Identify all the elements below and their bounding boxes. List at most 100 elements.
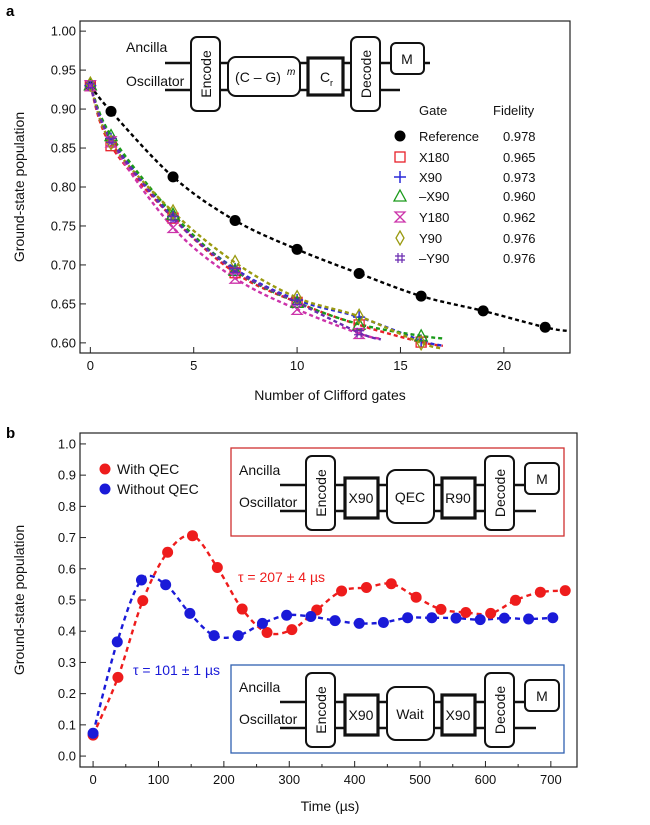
y-tick-label: 0.1 bbox=[58, 717, 76, 732]
legend-marker-4 bbox=[393, 211, 407, 223]
data-point-1 bbox=[377, 616, 389, 628]
legend-gate-name: Reference bbox=[419, 129, 479, 144]
data-point-4 bbox=[166, 221, 180, 234]
y-tick-label: 0.65 bbox=[51, 296, 76, 311]
data-point-0 bbox=[460, 606, 472, 618]
data-point-0 bbox=[236, 603, 248, 615]
y-tick-label: 0.8 bbox=[58, 499, 76, 514]
data-point-1 bbox=[498, 612, 510, 624]
encode-label: Encode bbox=[313, 686, 329, 734]
data-point-0 bbox=[485, 607, 497, 619]
panel-a-ylabel: Ground-state population bbox=[11, 112, 27, 262]
legend-marker-with-qec bbox=[99, 463, 111, 475]
middle-box bbox=[386, 469, 435, 524]
data-point-6 bbox=[168, 213, 179, 224]
data-point-6 bbox=[354, 327, 365, 338]
decode-label: Decode bbox=[492, 469, 508, 517]
x-tick-label: 500 bbox=[409, 772, 431, 787]
data-point-1 bbox=[256, 617, 268, 629]
data-point-0 bbox=[186, 530, 198, 542]
x-tick-label: 700 bbox=[540, 772, 562, 787]
fit-curve-1 bbox=[89, 85, 444, 348]
legend-gate-name: Y180 bbox=[419, 210, 449, 225]
fit-curve-2 bbox=[89, 85, 444, 347]
gate2-box bbox=[440, 693, 477, 737]
legend-marker-without-qec bbox=[99, 483, 111, 495]
fit-curve-4 bbox=[89, 85, 382, 341]
data-point-5 bbox=[416, 334, 426, 352]
data-point-0 bbox=[385, 578, 397, 590]
legend-gate-name: X180 bbox=[419, 150, 449, 165]
cr-box bbox=[306, 56, 345, 97]
y-tick-label: 0.75 bbox=[51, 218, 76, 233]
x-tick-label: 5 bbox=[190, 358, 197, 373]
legend-marker-5 bbox=[395, 229, 405, 247]
data-point-1 bbox=[474, 614, 486, 626]
y-tick-label: 0.4 bbox=[58, 624, 76, 639]
y-tick-label: 0.2 bbox=[58, 686, 76, 701]
measure-label: M bbox=[401, 51, 413, 67]
data-point-1 bbox=[353, 617, 365, 629]
panel-a-xlabel: Number of Clifford gates bbox=[254, 387, 405, 403]
data-point-1 bbox=[135, 574, 147, 586]
legend-fidelity: 0.965 bbox=[503, 150, 536, 165]
middle-label: Wait bbox=[396, 706, 424, 722]
legend-fidelity: 0.976 bbox=[503, 231, 536, 246]
data-point-6 bbox=[85, 80, 96, 91]
legend-gate-name: X90 bbox=[419, 170, 442, 185]
data-point-3 bbox=[227, 263, 243, 277]
fit-curve-5 bbox=[89, 83, 444, 350]
data-point-5 bbox=[106, 134, 116, 151]
y-tick-label: 0.60 bbox=[51, 335, 76, 350]
x-tick-label: 400 bbox=[344, 772, 366, 787]
y-tick-label: 0.9 bbox=[58, 468, 76, 483]
measure-box bbox=[524, 462, 560, 495]
x-tick-label: 20 bbox=[497, 358, 511, 373]
data-point-6 bbox=[230, 265, 241, 276]
y-tick-label: 0.95 bbox=[51, 63, 76, 78]
data-point-0 bbox=[360, 582, 372, 594]
data-point-1 bbox=[402, 612, 414, 624]
data-point-0 bbox=[539, 321, 551, 333]
gate1-label: X90 bbox=[349, 707, 374, 723]
legend-without-qec: Without QEC bbox=[117, 481, 199, 497]
y-tick-label: 0.80 bbox=[51, 180, 76, 195]
y-tick-label: 0.85 bbox=[51, 141, 76, 156]
data-point-5 bbox=[85, 75, 96, 93]
fit-curve-6 bbox=[89, 85, 382, 341]
data-point-1 bbox=[184, 607, 196, 619]
decode-box bbox=[350, 36, 381, 112]
data-point-1 bbox=[111, 636, 123, 648]
data-point-5 bbox=[168, 203, 178, 221]
panel-a-plot: 0 5 10 15 20 0.60 0.65 0.70 0.75 0.80 0.85 0.90 0.95… bbox=[51, 20, 571, 373]
legend-header-fidelity: Fidelity bbox=[493, 103, 535, 118]
legend-with-qec: With QEC bbox=[117, 461, 179, 477]
ancilla-label: Ancilla bbox=[239, 679, 280, 695]
data-point-1 bbox=[208, 630, 220, 642]
decode-label: Decode bbox=[358, 50, 374, 98]
cr-subscript: r bbox=[330, 78, 333, 88]
middle-label: QEC bbox=[395, 489, 425, 505]
middle-box bbox=[386, 686, 435, 741]
gate2-label: R90 bbox=[445, 490, 471, 506]
encode-box bbox=[305, 455, 336, 531]
x-tick-label: 200 bbox=[213, 772, 235, 787]
data-point-0 bbox=[167, 171, 179, 183]
y-tick-label: 1.0 bbox=[58, 436, 76, 451]
legend-fidelity: 0.978 bbox=[503, 129, 536, 144]
data-point-1 bbox=[523, 613, 535, 625]
y-tick-label: 0.90 bbox=[51, 102, 76, 117]
panel-a-legend: Reference 0.978 X180 0.965 X90 0.973 –X90 0.960… bbox=[392, 129, 536, 266]
legend-marker-6 bbox=[395, 253, 405, 263]
cg-label: (C – G) bbox=[235, 69, 281, 85]
fit-curve-3 bbox=[89, 84, 443, 340]
data-point-1 bbox=[450, 612, 462, 624]
data-point-5 bbox=[230, 254, 240, 271]
legend-marker-2 bbox=[394, 171, 406, 183]
x-tick-label: 600 bbox=[475, 772, 497, 787]
data-point-3 bbox=[414, 328, 429, 342]
legend-marker-3 bbox=[392, 188, 408, 202]
x-tick-label: 300 bbox=[278, 772, 300, 787]
data-point-1 bbox=[281, 609, 293, 621]
